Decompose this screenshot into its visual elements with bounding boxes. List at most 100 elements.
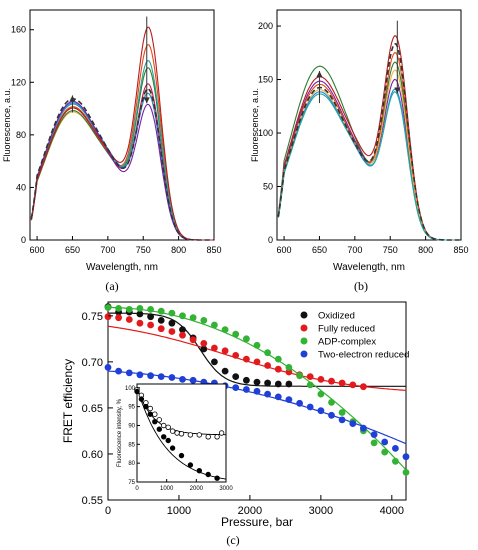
legend-marker-1	[300, 324, 308, 332]
inset-point-0	[218, 430, 225, 436]
panel-c-xtick-label: 2000	[238, 505, 262, 517]
legend-label-2: ADP-complex	[318, 337, 376, 348]
data-point-0	[221, 367, 229, 375]
panel-a-ytick-label: 80	[16, 130, 26, 140]
panel-c-ytick-label: 0.75	[82, 311, 103, 323]
inset-point-1	[196, 468, 202, 474]
panel-a-arrowhead-0	[69, 95, 76, 102]
inset-point-1	[187, 462, 194, 468]
data-point-0	[274, 380, 282, 388]
data-point-3	[360, 424, 367, 432]
inset-ytick-label: 75	[128, 480, 135, 486]
panel-a-ytick-label: 0	[21, 235, 26, 245]
panel-a-ytick-label: 40	[16, 182, 26, 192]
inset-point-0	[147, 405, 153, 412]
inset-ytick-label: 100	[125, 386, 136, 392]
data-point-3	[392, 445, 399, 452]
panel-a-frame	[29, 9, 215, 241]
panel-c-ytick-label: 0.55	[82, 495, 103, 507]
data-point-2	[115, 305, 122, 312]
legend-marker-0	[300, 311, 308, 319]
inset-point-1	[134, 388, 140, 395]
data-point-1	[179, 331, 186, 339]
panel-c-ytick-label: 0.70	[82, 357, 103, 369]
panel-b-xtick-label: 600	[277, 245, 292, 255]
inset-ytick-label: 90	[128, 423, 135, 429]
data-point-3	[402, 453, 410, 461]
inset-point-1	[165, 437, 171, 444]
data-point-1	[243, 355, 250, 363]
panel-b-ytick-label: 150	[258, 75, 273, 85]
panel-c-xlabel: Pressure, bar	[221, 515, 293, 529]
inset-point-0	[152, 411, 158, 417]
data-point-3	[274, 393, 282, 401]
panel-c-xtick-label: 1000	[167, 505, 191, 517]
inset-point-1	[169, 445, 176, 451]
data-point-2	[317, 390, 325, 398]
panel-b-caption: (b)	[354, 279, 368, 293]
panel-a-xtick-label: 750	[136, 245, 151, 255]
inset-point-0	[156, 417, 162, 423]
panel-a-xtick-label: 850	[206, 245, 221, 255]
data-point-3	[147, 372, 155, 380]
panel-b-series-6	[277, 91, 460, 241]
data-point-3	[104, 364, 112, 371]
panel-a-caption: (a)	[105, 279, 118, 293]
data-point-1	[274, 365, 282, 373]
data-point-2	[381, 448, 389, 456]
data-point-2	[338, 409, 346, 416]
data-point-0	[211, 358, 218, 366]
panel-c-caption: (c)	[226, 533, 239, 547]
panel-b-xtick-label: 850	[453, 245, 468, 255]
panel-a-ylabel: Fluorescence, a.u.	[2, 88, 12, 162]
panel-a-xtick-label: 650	[65, 245, 80, 255]
data-point-3	[253, 387, 261, 395]
data-point-0	[168, 319, 176, 327]
data-point-3	[381, 438, 389, 446]
data-point-1	[360, 383, 367, 391]
data-point-2	[179, 312, 186, 320]
data-point-3	[338, 416, 346, 424]
inset-xtick-label: 3000	[219, 486, 233, 492]
legend-marker-3	[300, 350, 308, 358]
panel-c-frame	[107, 301, 407, 501]
panel-b-xlabel: Wavelength, nm	[333, 262, 405, 273]
data-point-3	[296, 399, 303, 407]
data-point-1	[104, 313, 112, 321]
data-point-3	[243, 386, 250, 393]
data-point-0	[157, 317, 165, 324]
inset-point-1	[178, 452, 185, 459]
data-point-1	[189, 336, 197, 344]
legend-marker-2	[300, 337, 308, 345]
data-point-1	[115, 314, 122, 322]
inset-xtick-label: 1000	[160, 486, 174, 492]
panel-b-xtick-label: 650	[312, 245, 327, 255]
panel-a-xtick-label: 800	[171, 245, 186, 255]
data-point-2	[274, 355, 282, 363]
inset-point-0	[196, 432, 202, 438]
data-point-1	[125, 316, 133, 323]
panel-b-series-0	[277, 61, 460, 241]
panel-a-xlabel: Wavelength, nm	[86, 262, 158, 273]
data-point-1	[317, 376, 325, 383]
inset-ylabel: Fluorescence intensity, %	[117, 398, 123, 467]
data-point-3	[125, 369, 133, 377]
panel-a-chart: 600 650 700 750 800 850 0 40 80 120 160 Wavelength…	[2, 9, 222, 293]
inset-point-0	[205, 434, 211, 440]
panel-c-legend: Oxidized Fully reduced ADP-complex Two-elec…	[300, 311, 409, 361]
panel-b-arrowhead-1	[394, 87, 401, 94]
inset-point-0	[165, 424, 171, 430]
legend-label-1: Fully reduced	[318, 324, 375, 335]
inset-point-1	[160, 434, 167, 440]
data-point-3	[179, 376, 186, 383]
data-point-3	[115, 367, 122, 375]
data-point-2	[157, 307, 165, 315]
data-point-2	[211, 321, 218, 329]
legend-label-3: Two-electron reduced	[318, 350, 409, 361]
inset-point-0	[187, 432, 194, 438]
data-point-0	[285, 380, 293, 388]
inset-point-0	[160, 422, 167, 429]
data-point-2	[189, 314, 197, 322]
panel-b-ytick-label: 50	[263, 182, 273, 192]
